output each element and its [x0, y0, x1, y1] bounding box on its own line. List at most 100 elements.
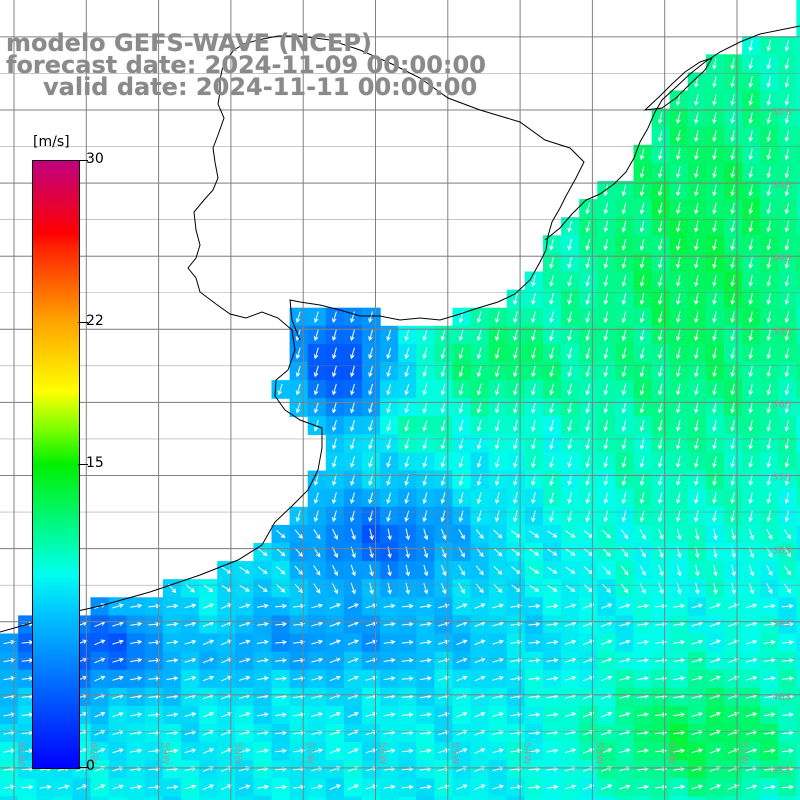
wind-arrow	[440, 383, 446, 396]
wind-arrow	[567, 383, 572, 396]
wind-arrow	[639, 565, 646, 576]
wind-arrow	[766, 401, 772, 414]
wind-arrow	[639, 528, 646, 540]
wind-speed-cell	[669, 796, 689, 800]
wind-speed-cell	[796, 416, 800, 435]
wind-arrow	[350, 456, 355, 468]
wind-arrow	[529, 530, 540, 538]
wind-speed-cell	[796, 579, 800, 598]
wind-speed-cell	[796, 380, 800, 399]
wind-arrow	[748, 57, 753, 70]
wind-arrow	[94, 784, 106, 790]
wind-arrow	[601, 748, 613, 754]
wind-arrow	[383, 712, 396, 717]
wind-arrow	[621, 437, 627, 450]
wind-arrow	[476, 347, 482, 360]
wind-arrow	[404, 347, 410, 360]
wind-arrow	[112, 675, 124, 681]
wind-arrow	[694, 112, 699, 125]
wind-arrow	[657, 456, 663, 468]
latitude-label: 37S	[772, 473, 791, 484]
wind-arrow	[329, 675, 341, 682]
wind-arrow	[239, 566, 250, 574]
wind-arrow	[657, 130, 663, 143]
wind-arrow	[494, 419, 500, 432]
wind-arrow	[166, 603, 179, 609]
wind-arrow	[621, 275, 627, 287]
wind-arrow	[675, 329, 681, 342]
wind-arrow	[730, 329, 735, 342]
colorbar-tick	[78, 321, 88, 323]
wind-arrow	[549, 329, 554, 342]
colorbar-label: 22	[86, 312, 104, 329]
wind-arrow	[387, 564, 392, 577]
wind-arrow	[730, 311, 735, 324]
wind-arrow	[601, 675, 613, 682]
wind-arrow	[621, 238, 627, 251]
wind-arrow	[311, 657, 324, 663]
wind-arrow	[709, 784, 721, 790]
wind-arrow	[602, 547, 611, 557]
wind-arrow	[602, 529, 611, 539]
wind-arrow	[331, 456, 337, 468]
wind-arrow	[275, 784, 288, 790]
wind-arrow	[329, 603, 341, 609]
wind-arrow	[368, 492, 374, 505]
wind-arrow	[456, 784, 468, 790]
wind-arrow	[694, 329, 699, 342]
wind-speed-cell	[488, 796, 508, 800]
wind-arrow	[709, 603, 721, 609]
wind-speed-cell	[778, 796, 797, 800]
wind-arrow	[564, 657, 577, 663]
wind-speed-cell	[796, 162, 800, 182]
wind-arrow	[657, 329, 663, 342]
wind-speed-cell	[289, 796, 309, 800]
wind-arrow	[475, 565, 484, 576]
wind-arrow	[185, 584, 195, 593]
wind-speed-cell	[796, 705, 800, 725]
wind-arrow	[781, 639, 794, 645]
wind-arrow	[438, 675, 450, 681]
wind-arrow	[675, 401, 681, 414]
wind-arrow	[276, 566, 286, 575]
wind-arrow	[583, 730, 595, 736]
wind-arrow	[401, 712, 414, 718]
wind-arrow	[748, 329, 753, 342]
wind-arrow	[405, 582, 411, 595]
longitude-label: 57W	[304, 742, 315, 765]
wind-arrow	[546, 657, 559, 663]
wind-speed-cell	[796, 90, 800, 110]
wind-arrow	[675, 347, 681, 360]
wind-arrow	[675, 148, 681, 161]
wind-speed-cell	[271, 796, 291, 800]
wind-arrow	[694, 256, 699, 269]
wind-arrow	[257, 566, 268, 575]
wind-speed-cell	[796, 669, 800, 689]
wind-arrow	[493, 584, 503, 593]
wind-arrow	[583, 603, 595, 609]
wind-arrow	[404, 438, 410, 450]
wind-arrow	[730, 238, 735, 251]
wind-arrow	[601, 639, 613, 646]
wind-arrow	[494, 347, 500, 360]
wind-speed-cell	[362, 796, 381, 800]
wind-speed-cell	[452, 796, 472, 800]
wind-arrow	[329, 748, 341, 754]
wind-arrow	[546, 748, 559, 754]
wind-arrow	[694, 184, 699, 197]
wind-speed-cell	[796, 253, 800, 273]
wind-arrow	[386, 492, 392, 504]
wind-arrow	[621, 184, 627, 197]
wind-arrow	[712, 202, 717, 215]
wind-arrow	[691, 712, 704, 717]
wind-arrow	[438, 639, 450, 645]
wind-arrow	[657, 437, 663, 450]
wind-arrow	[748, 112, 753, 125]
wind-arrow	[419, 784, 432, 790]
wind-arrow	[350, 383, 355, 396]
wind-arrow	[440, 492, 446, 505]
wind-arrow	[513, 329, 518, 342]
wind-arrow	[350, 329, 355, 342]
wind-arrow	[567, 311, 572, 324]
wind-arrow	[531, 329, 536, 342]
